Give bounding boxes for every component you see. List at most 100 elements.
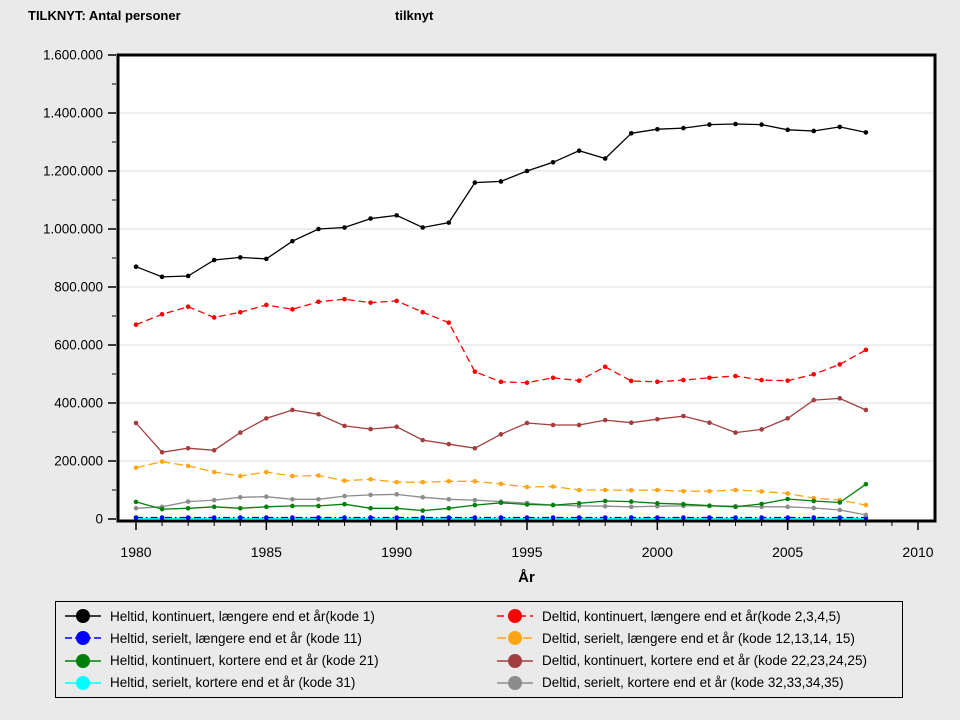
data-point-marker xyxy=(681,413,686,419)
data-point-marker xyxy=(420,515,426,520)
data-point-marker xyxy=(602,503,608,509)
data-point-marker xyxy=(863,407,869,413)
data-point-marker xyxy=(316,515,321,520)
data-point-marker xyxy=(524,168,530,174)
data-point-marker xyxy=(811,505,817,511)
data-point-marker xyxy=(316,299,321,305)
data-point-marker xyxy=(264,302,269,308)
data-point-marker xyxy=(290,496,295,502)
data-point-marker xyxy=(394,479,399,485)
data-point-marker xyxy=(133,322,139,328)
data-point-marker xyxy=(420,479,426,485)
data-point-marker xyxy=(628,378,634,384)
chart-title: TILKNYT: Antal personer xyxy=(28,8,181,23)
data-point-marker xyxy=(576,515,582,520)
data-point-marker xyxy=(342,478,347,484)
legend-marker-icon xyxy=(65,609,101,624)
data-point-marker xyxy=(576,148,582,153)
data-point-marker xyxy=(368,515,373,520)
series-kode-4 xyxy=(133,296,869,386)
data-point-marker xyxy=(420,309,426,315)
data-point-marker xyxy=(316,503,321,509)
data-point-marker xyxy=(472,180,478,185)
data-point-marker xyxy=(759,501,764,507)
y-axis: 0 200.000 400.000 600.000 800.000 1.000.000 1.… xyxy=(43,48,116,527)
legend-marker-icon xyxy=(65,675,101,690)
data-point-marker xyxy=(655,126,660,132)
legend-item: Deltid, kontinuert, længere end et år(ko… xyxy=(497,607,896,625)
x-tick-label: 1980 xyxy=(120,544,151,560)
legend-item: Heltid, kontinuert, kortere end et år (k… xyxy=(65,652,497,670)
y-tick-label: 1.600.000 xyxy=(43,48,103,63)
legend-label: Heltid, kontinuert, kortere end et år (k… xyxy=(110,653,379,669)
plot-border xyxy=(116,53,937,523)
data-point-marker xyxy=(785,416,790,421)
data-point-marker xyxy=(759,427,764,432)
data-point-marker xyxy=(420,437,426,443)
data-point-marker xyxy=(550,515,556,520)
series-kode-2 xyxy=(133,481,869,513)
data-point-marker xyxy=(446,505,452,511)
data-point-marker xyxy=(602,498,608,504)
data-point-marker xyxy=(133,420,139,426)
legend-item: Deltid, serielt, kortere end et år (kode… xyxy=(497,674,896,692)
data-point-marker xyxy=(237,515,243,520)
data-point-marker xyxy=(237,255,243,260)
data-point-marker xyxy=(472,515,478,520)
data-point-marker xyxy=(837,500,843,505)
data-point-marker xyxy=(759,122,764,127)
data-point-marker xyxy=(290,238,295,244)
data-point-marker xyxy=(498,515,504,520)
data-point-marker xyxy=(342,493,347,499)
data-point-marker xyxy=(342,515,347,520)
data-point-marker xyxy=(133,465,139,470)
data-point-marker xyxy=(368,426,373,432)
data-point-marker xyxy=(550,375,556,381)
data-point-marker xyxy=(733,515,738,520)
data-point-marker xyxy=(602,515,608,520)
legend-marker-icon xyxy=(497,675,533,690)
legend-label: Deltid, kontinuert, kortere end et år (k… xyxy=(542,653,867,669)
series-kode-5 xyxy=(133,459,869,508)
data-point-marker xyxy=(420,494,426,500)
data-point-marker xyxy=(628,487,634,493)
data-point-marker xyxy=(420,225,426,230)
data-point-marker xyxy=(211,469,217,475)
data-point-marker xyxy=(211,515,217,520)
data-point-marker xyxy=(290,407,295,413)
x-tick-label: 2000 xyxy=(642,544,673,560)
data-point-marker xyxy=(602,156,608,161)
y-tick-label: 0 xyxy=(95,512,103,527)
data-point-marker xyxy=(290,307,295,312)
data-point-marker xyxy=(863,512,869,518)
y-tick-label: 800.000 xyxy=(54,280,103,295)
data-point-marker xyxy=(524,515,530,520)
data-point-marker xyxy=(550,160,556,165)
data-point-marker xyxy=(264,469,269,475)
data-point-marker xyxy=(159,459,165,464)
legend-label: Deltid, serielt, længere end et år (kode… xyxy=(542,630,855,646)
data-point-marker xyxy=(811,515,817,520)
data-point-marker xyxy=(837,507,843,513)
data-point-marker xyxy=(211,497,217,503)
data-point-marker xyxy=(863,130,869,135)
data-point-marker xyxy=(498,432,504,437)
data-point-marker xyxy=(394,424,399,430)
data-point-marker xyxy=(159,450,165,455)
data-point-marker xyxy=(681,125,686,131)
data-point-marker xyxy=(394,213,399,218)
data-point-marker xyxy=(733,487,738,493)
data-point-marker xyxy=(264,494,269,499)
data-point-marker xyxy=(316,496,321,502)
data-point-marker xyxy=(681,501,686,507)
data-point-marker xyxy=(342,296,347,302)
series-kode-0 xyxy=(133,121,869,280)
data-point-marker xyxy=(707,515,712,520)
x-tick-label: 2010 xyxy=(902,544,933,560)
data-point-marker xyxy=(681,515,686,520)
data-point-marker xyxy=(159,506,165,512)
data-point-marker xyxy=(472,497,478,503)
data-point-marker xyxy=(290,473,295,479)
data-point-marker xyxy=(498,500,504,506)
data-point-marker xyxy=(733,373,738,379)
